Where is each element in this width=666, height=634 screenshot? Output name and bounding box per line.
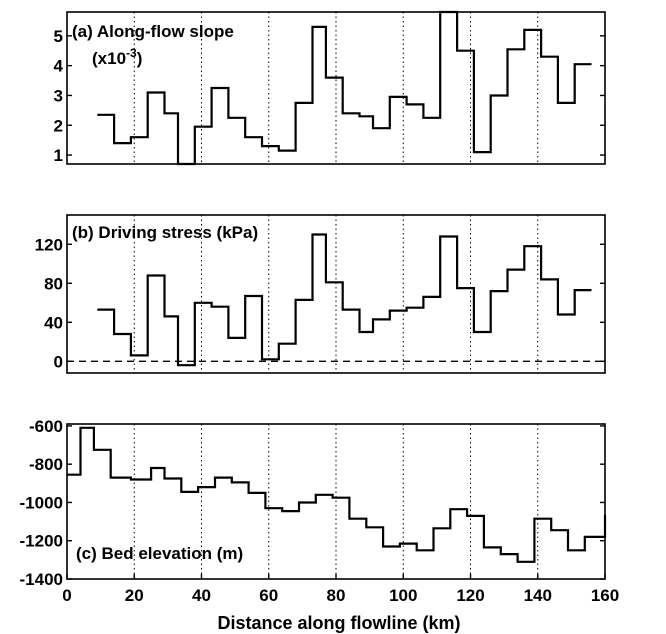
panel-a-unit-label: (x10-3) — [92, 46, 142, 68]
panel-b-title: (b) Driving stress (kPa) — [72, 223, 258, 242]
panel-a-title: (a) Along-flow slope — [72, 22, 234, 41]
x-tick-label: 140 — [524, 586, 552, 605]
y-tick-label: -1200 — [20, 532, 63, 551]
panel-b-driving-stress: 0 40 80 120 (b) Driving stress (kPa) — [35, 214, 606, 374]
x-tick-label: 60 — [259, 586, 278, 605]
y-tick-label: -600 — [29, 417, 63, 436]
panel-c-bed-elevation: -600 -800 -1000 -1200 -1400 0 20 40 60 80 100 120 1… — [20, 417, 620, 633]
y-tick-label: -1400 — [20, 570, 63, 589]
panel-c-y-ticks: -600 -800 -1000 -1200 -1400 — [20, 417, 605, 589]
y-tick-label: 4 — [54, 57, 64, 76]
panel-a-y-ticks: 1 2 3 4 5 — [54, 27, 605, 165]
panel-a-slope: 1 2 3 4 5 (a) Along-flow slope (x10-3) — [54, 10, 606, 166]
slope-step-line — [97, 10, 592, 166]
x-axis-ticks: 0 20 40 60 80 100 120 140 160 — [62, 574, 619, 605]
x-tick-label: 40 — [192, 586, 211, 605]
panel-c-grid — [133, 424, 539, 579]
x-tick-label: 80 — [327, 586, 346, 605]
y-tick-label: -1000 — [20, 493, 63, 512]
y-tick-label: 0 — [54, 352, 63, 371]
y-tick-label: 120 — [35, 235, 63, 254]
panel-a-grid — [133, 12, 539, 164]
panel-b-y-ticks: 0 40 80 120 — [35, 235, 605, 371]
driving-stress-step-line — [97, 233, 592, 367]
x-tick-label: 100 — [389, 586, 417, 605]
y-tick-label: 2 — [54, 116, 63, 135]
x-tick-label: 0 — [62, 586, 71, 605]
panel-c-title: (c) Bed elevation (m) — [76, 544, 243, 563]
x-axis-title: Distance along flowline (km) — [217, 613, 460, 633]
x-tick-label: 160 — [591, 586, 619, 605]
y-tick-label: -800 — [29, 455, 63, 474]
y-tick-label: 80 — [44, 274, 63, 293]
y-tick-label: 1 — [54, 146, 63, 165]
y-tick-label: 5 — [54, 27, 63, 46]
panel-b-grid — [133, 215, 539, 373]
y-tick-label: 3 — [54, 86, 63, 105]
x-tick-label: 120 — [456, 586, 484, 605]
y-tick-label: 40 — [44, 313, 63, 332]
x-tick-label: 20 — [125, 586, 144, 605]
bed-elevation-step-line — [67, 426, 607, 563]
